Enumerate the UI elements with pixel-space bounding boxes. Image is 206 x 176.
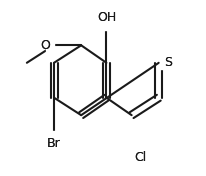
- Bar: [46, 39, 54, 51]
- Bar: [128, 145, 140, 157]
- Bar: [47, 131, 60, 142]
- Bar: [99, 18, 112, 30]
- Bar: [159, 57, 166, 69]
- Text: Br: Br: [47, 137, 61, 149]
- Text: Br: Br: [47, 137, 61, 149]
- Text: Cl: Cl: [134, 151, 146, 164]
- Text: O: O: [40, 39, 50, 52]
- Text: Cl: Cl: [134, 151, 146, 164]
- Text: OH: OH: [96, 11, 116, 24]
- Text: OH: OH: [96, 11, 116, 24]
- Text: S: S: [163, 56, 171, 69]
- Text: O: O: [40, 39, 50, 52]
- Text: S: S: [163, 56, 171, 69]
